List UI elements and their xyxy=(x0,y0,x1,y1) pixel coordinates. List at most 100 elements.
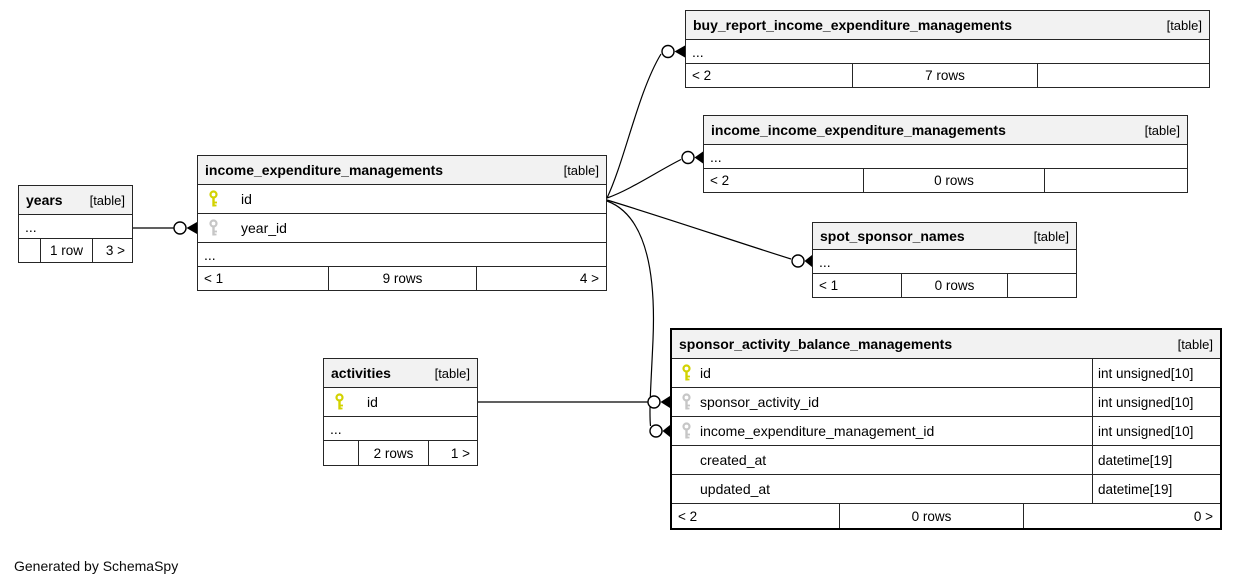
table-spot_sponsor_names: spot_sponsor_names [table] ... < 1 0 row… xyxy=(812,222,1077,298)
relationship-years-to-income_expenditure_managements xyxy=(133,221,197,235)
footer-children: 1 > xyxy=(450,445,470,461)
table-footer: < 2 0 rows 0 > xyxy=(672,503,1220,528)
table-badge: [table] xyxy=(434,365,470,381)
connector-circle-icon xyxy=(791,254,805,268)
footer-rowcount: 0 rows xyxy=(840,504,1024,528)
footer-rowcount: 1 row xyxy=(41,239,93,262)
table-name: years xyxy=(26,192,63,208)
footer-parents: < 2 xyxy=(672,504,840,528)
table-header-income_expenditure_managements[interactable]: income_expenditure_managements [table] xyxy=(198,156,606,184)
table-header-sponsor_activity_balance_managements[interactable]: sponsor_activity_balance_managements [ta… xyxy=(672,330,1220,358)
connector-circle-icon xyxy=(681,150,695,165)
column-row-sponsor_activity_id: sponsor_activity_id int unsigned[10] xyxy=(672,387,1220,416)
ellipsis-row: ... xyxy=(686,39,1209,63)
table-footer: < 1 9 rows 4 > xyxy=(198,266,606,290)
primary-key-icon xyxy=(682,364,691,381)
footer-parents: < 1 xyxy=(813,274,902,297)
connector-arrow-icon xyxy=(660,396,670,408)
table-badge: [table] xyxy=(1144,122,1180,138)
table-header-activities[interactable]: activities [table] xyxy=(324,359,477,387)
footer-parents: < 2 xyxy=(686,64,853,87)
ellipsis-row: ... xyxy=(198,242,606,266)
connector-arrow-icon xyxy=(694,151,703,164)
relationship-income_expenditure_managements-to-sponsor_activity_balance xyxy=(606,200,670,438)
table-header-years[interactable]: years [table] xyxy=(19,186,132,214)
column-row-id: id xyxy=(324,387,477,416)
footer-children xyxy=(1008,274,1076,297)
table-name: spot_sponsor_names xyxy=(820,228,965,244)
relationship-income_expenditure_managements-to-income_income xyxy=(606,150,703,199)
table-badge: [table] xyxy=(563,162,599,178)
column-name: updated_at xyxy=(700,481,771,497)
table-footer: < 1 0 rows xyxy=(813,273,1076,297)
column-type: datetime[19] xyxy=(1092,475,1220,503)
table-header-spot_sponsor_names[interactable]: spot_sponsor_names [table] xyxy=(813,223,1076,249)
table-badge: [table] xyxy=(1166,17,1202,33)
footer-rowcount: 0 rows xyxy=(902,274,1008,297)
column-row-updated_at: updated_at datetime[19] xyxy=(672,474,1220,503)
connector-circle-icon xyxy=(649,424,663,438)
footer-parents xyxy=(324,441,359,465)
column-row-year_id: year_id xyxy=(198,213,606,242)
table-header-buy_report_income_expenditure_managements[interactable]: buy_report_income_expenditure_management… xyxy=(686,11,1209,39)
table-years: years [table] ... 1 row 3 > xyxy=(18,185,133,263)
primary-key-icon xyxy=(209,190,218,207)
column-name: created_at xyxy=(700,452,767,468)
table-activities: activities [table] id ... 2 rows 1 > xyxy=(323,358,478,466)
table-footer: 1 row 3 > xyxy=(19,238,132,262)
column-type: int unsigned[10] xyxy=(1092,359,1220,387)
table-footer: 2 rows 1 > xyxy=(324,440,477,465)
footer-children xyxy=(1045,169,1187,192)
relationship-activities-to-sponsor_activity_balance xyxy=(478,395,670,409)
foreign-key-icon xyxy=(682,422,691,439)
table-income_expenditure_managements: income_expenditure_managements [table] i… xyxy=(197,155,607,291)
table-sponsor_activity_balance_managements: sponsor_activity_balance_managements [ta… xyxy=(670,328,1222,530)
footer-parents xyxy=(19,239,41,262)
ellipsis-row: ... xyxy=(324,416,477,440)
relationship-line xyxy=(606,158,682,199)
connector-arrow-icon xyxy=(674,45,685,58)
relationship-income_expenditure_managements-to-spot_sponsor_names xyxy=(606,199,812,268)
ellipsis-row: ... xyxy=(704,144,1187,168)
column-name: year_id xyxy=(241,220,287,236)
table-name: income_expenditure_managements xyxy=(205,162,444,178)
footer-rowcount: 0 rows xyxy=(864,169,1045,192)
table-badge: [table] xyxy=(1177,336,1213,352)
footer-children: 4 > xyxy=(579,271,599,286)
connector-circle-icon xyxy=(661,44,675,59)
generator-credit: Generated by SchemaSpy xyxy=(14,558,179,574)
foreign-key-icon xyxy=(682,393,691,410)
table-footer: < 2 0 rows xyxy=(704,168,1187,192)
foreign-key-icon xyxy=(209,219,218,236)
column-row-id: id xyxy=(198,184,606,213)
column-type: datetime[19] xyxy=(1092,446,1220,474)
connector-arrow-icon xyxy=(662,425,670,437)
table-badge: [table] xyxy=(1033,228,1069,244)
column-name: income_expenditure_management_id xyxy=(700,423,935,439)
relationship-line xyxy=(606,200,655,427)
footer-parents: < 2 xyxy=(704,169,864,192)
relationship-line xyxy=(606,199,792,260)
relationship-line xyxy=(606,53,662,199)
table-footer: < 2 7 rows xyxy=(686,63,1209,87)
table-name: sponsor_activity_balance_managements xyxy=(679,336,953,352)
footer-rowcount: 2 rows xyxy=(359,441,429,465)
footer-children xyxy=(1038,64,1209,87)
table-income_income_expenditure_managements: income_income_expenditure_managements [t… xyxy=(703,115,1188,193)
column-name: id xyxy=(367,394,378,410)
column-row-id: id int unsigned[10] xyxy=(672,358,1220,387)
ellipsis-row: ... xyxy=(813,249,1076,273)
column-type: int unsigned[10] xyxy=(1092,388,1220,416)
connector-circle-icon xyxy=(647,395,661,409)
footer-rowcount: 9 rows xyxy=(329,267,477,290)
connector-arrow-icon xyxy=(186,222,197,234)
table-header-income_income_expenditure_managements[interactable]: income_income_expenditure_managements [t… xyxy=(704,116,1187,144)
column-name: sponsor_activity_id xyxy=(700,394,820,410)
column-row-income_expenditure_management_id: income_expenditure_management_id int uns… xyxy=(672,416,1220,445)
column-name: id xyxy=(241,191,252,207)
relationship-income_expenditure_managements-to-buy_report xyxy=(606,44,685,199)
footer-children: 3 > xyxy=(105,243,125,258)
table-name: income_income_expenditure_managements xyxy=(711,122,1006,138)
footer-rowcount: 7 rows xyxy=(853,64,1038,87)
table-name: activities xyxy=(331,365,391,381)
